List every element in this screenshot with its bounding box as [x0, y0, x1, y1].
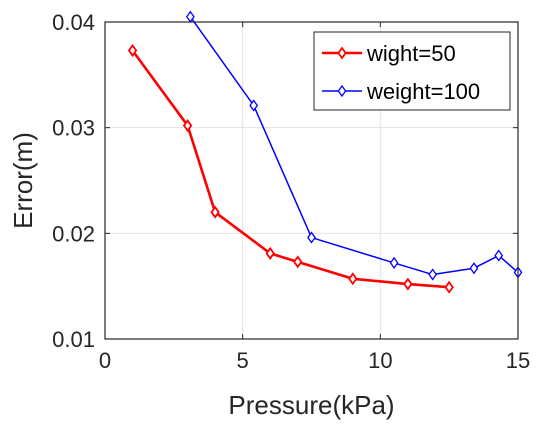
x-tick-label: 5 — [237, 348, 249, 373]
legend: wight=50 weight=100 — [313, 31, 511, 111]
series-1-marker — [210, 205, 220, 219]
series-1-marker — [127, 43, 138, 58]
series-line-2 — [189, 16, 519, 276]
legend-marker-2 — [337, 84, 347, 98]
y-tick-label: 0.01 — [52, 327, 95, 352]
series-1-marker — [182, 119, 193, 133]
series-2-marker — [494, 249, 504, 262]
legend-marker-1 — [337, 46, 347, 60]
plot-frame — [104, 21, 519, 340]
x-tick-label: 15 — [506, 348, 530, 373]
y-tick-label: 0.04 — [52, 10, 95, 35]
legend-label-1: wight=50 — [366, 41, 456, 66]
series-group — [127, 10, 523, 294]
series-1-marker — [348, 272, 358, 286]
series-1-marker — [444, 280, 454, 294]
series-2-marker — [249, 99, 259, 112]
x-tick-label: 10 — [368, 348, 392, 373]
x-axis-label: Pressure(kPa) — [228, 390, 394, 420]
series-2-marker — [469, 262, 479, 275]
y-tick-label: 0.02 — [52, 221, 95, 246]
legend-items: wight=50 weight=100 — [322, 41, 480, 104]
series-2-marker — [428, 268, 438, 281]
y-axis-label: Error(m) — [8, 132, 38, 229]
series-1-marker — [293, 255, 303, 269]
series-line-1 — [131, 49, 450, 289]
series-2-marker — [389, 256, 399, 270]
series-1-marker — [265, 246, 275, 260]
legend-box — [313, 31, 511, 111]
x-tick-label: 0 — [99, 348, 111, 373]
series-2-marker — [307, 231, 316, 244]
ticks: 0 5 10 15 0.01 0.02 0.03 0.04 — [52, 10, 530, 373]
legend-label-2: weight=100 — [366, 79, 480, 104]
series-1-marker — [403, 277, 413, 291]
y-tick-label: 0.03 — [52, 116, 95, 141]
